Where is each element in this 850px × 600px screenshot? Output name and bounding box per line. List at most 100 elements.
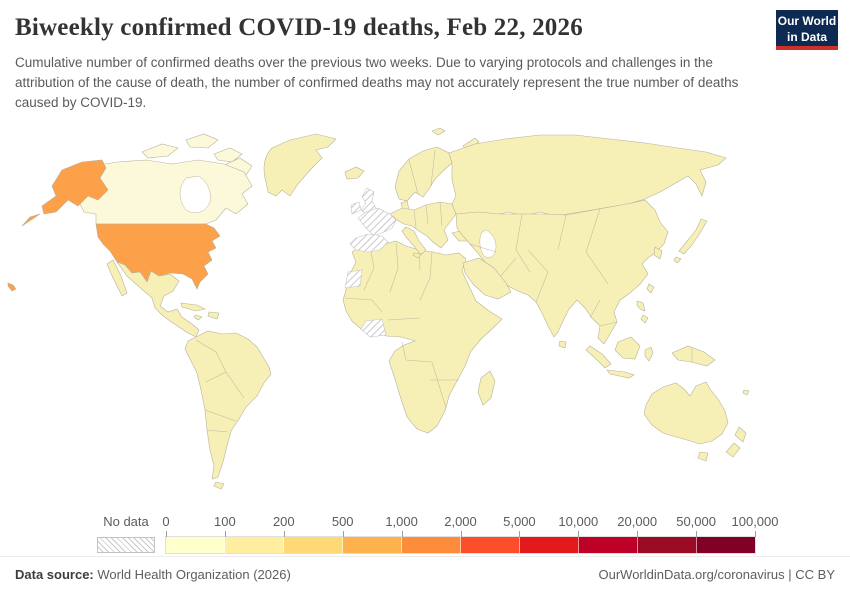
- borders-south-america: [195, 339, 245, 433]
- map-legend: No data 0 100 200 500 1,000 2,000 5,000 10,000 2…: [0, 514, 850, 556]
- country-spain-portugal[interactable]: [349, 233, 389, 253]
- legend-tick-mark: [755, 531, 756, 537]
- legend-tick-mark: [519, 531, 521, 537]
- legend-tick-mark: [460, 531, 462, 537]
- country-fiji[interactable]: [742, 389, 750, 396]
- legend-tick-label: 0: [162, 514, 170, 529]
- country-russia[interactable]: [448, 134, 727, 217]
- borders-asia: [469, 208, 618, 327]
- country-philippines-mindanao[interactable]: [640, 314, 649, 324]
- country-cuba[interactable]: [180, 302, 206, 312]
- country-tasmania[interactable]: [697, 451, 709, 462]
- country-new-guinea[interactable]: [671, 345, 716, 367]
- country-madagascar[interactable]: [477, 370, 496, 406]
- legend-color-segments: [165, 536, 756, 554]
- country-australia[interactable]: [643, 381, 729, 445]
- country-france[interactable]: [357, 207, 397, 237]
- legend-bin-1[interactable]: [225, 537, 284, 553]
- country-arabia[interactable]: [462, 257, 512, 300]
- legend-tick-label: 50,000: [676, 514, 716, 529]
- country-sicily[interactable]: [412, 252, 422, 259]
- legend-no-data: No data: [97, 514, 155, 553]
- data-source: Data source: World Health Organization (…: [15, 567, 291, 582]
- country-italy[interactable]: [401, 226, 427, 256]
- data-source-label: Data source:: [15, 567, 94, 582]
- country-taiwan[interactable]: [646, 283, 655, 294]
- legend-bin-7[interactable]: [579, 537, 638, 553]
- legend-tick-label: 5,000: [503, 514, 536, 529]
- legend-tick-mark: [637, 531, 639, 537]
- legend-tick-label: 100,000: [731, 514, 779, 529]
- country-canada-arctic-2[interactable]: [185, 133, 219, 149]
- no-data-label: No data: [103, 514, 149, 529]
- legend-tick-label: 20,000: [617, 514, 658, 529]
- country-hispaniola[interactable]: [207, 311, 220, 320]
- country-united-states-hawaii[interactable]: [7, 282, 17, 292]
- legend-tick-labels: 0 100 200 500 1,000 2,000 5,000 10,000 20,000 50,…: [162, 514, 778, 531]
- country-south-korea[interactable]: [653, 246, 663, 260]
- no-data-swatch[interactable]: [97, 537, 155, 553]
- legend-tick-label: 10,000: [558, 514, 599, 529]
- legend-tick-label: 100: [214, 514, 236, 529]
- legend-bin-5[interactable]: [461, 537, 520, 553]
- country-canada-arctic-3[interactable]: [213, 147, 243, 163]
- legend-tick-mark: [342, 531, 344, 537]
- country-united-states-alaska[interactable]: [41, 159, 109, 215]
- legend-tick-mark: [696, 531, 698, 537]
- chart-footer: Data source: World Health Organization (…: [0, 556, 850, 582]
- legend-tick-mark: [578, 531, 580, 537]
- legend-bin-0[interactable]: [166, 537, 225, 553]
- country-united-states-aleutians[interactable]: [21, 213, 41, 227]
- region-scandinavia[interactable]: [394, 146, 453, 202]
- legend-tick-label: 200: [272, 514, 295, 529]
- country-japan[interactable]: [678, 218, 708, 255]
- continent-south-america[interactable]: [184, 330, 272, 480]
- legend-bin-8[interactable]: [638, 537, 697, 553]
- country-sumatra[interactable]: [585, 345, 612, 369]
- country-sulawesi[interactable]: [644, 346, 654, 362]
- legend-tick-mark: [283, 531, 285, 537]
- legend-tick-mark: [401, 531, 403, 537]
- country-borneo[interactable]: [614, 336, 641, 360]
- country-japan-kyushu[interactable]: [673, 256, 682, 264]
- country-tierra-del-fuego[interactable]: [213, 481, 225, 490]
- legend-tick-label: 1,000: [385, 514, 418, 529]
- legend-tick-label: 2,000: [444, 514, 477, 529]
- owid-logo[interactable]: Our World in Data: [776, 10, 838, 50]
- country-svalbard[interactable]: [431, 127, 446, 136]
- legend-bin-6[interactable]: [520, 537, 579, 553]
- borders-scandinavia: [408, 149, 436, 195]
- country-java[interactable]: [606, 369, 635, 379]
- page-title: Biweekly confirmed COVID-19 deaths, Feb …: [15, 14, 583, 41]
- country-mexico-baja[interactable]: [106, 259, 128, 297]
- borders-africa: [344, 242, 459, 409]
- legend-bin-3[interactable]: [343, 537, 402, 553]
- legend-tick-mark: [166, 531, 167, 537]
- country-philippines-luzon[interactable]: [636, 300, 646, 312]
- country-greenland[interactable]: [263, 133, 337, 197]
- attribution-link[interactable]: OurWorldinData.org/coronavirus | CC BY: [598, 567, 835, 582]
- borders-europe: [413, 201, 443, 229]
- country-new-zealand-south[interactable]: [725, 442, 741, 458]
- data-source-text: World Health Organization (2026): [93, 567, 291, 582]
- country-mexico-central-america[interactable]: [116, 261, 200, 338]
- region-central-europe[interactable]: [389, 201, 457, 249]
- country-ireland[interactable]: [350, 201, 362, 215]
- hudson-bay: [179, 175, 211, 213]
- country-iceland[interactable]: [344, 166, 365, 180]
- country-new-zealand-north[interactable]: [734, 426, 747, 443]
- country-sri-lanka[interactable]: [558, 340, 567, 349]
- legend-bin-9[interactable]: [697, 537, 755, 553]
- legend-bin-2[interactable]: [284, 537, 343, 553]
- legend-bin-4[interactable]: [402, 537, 461, 553]
- legend-tick-mark: [224, 531, 226, 537]
- owid-logo-line2: in Data: [786, 29, 827, 44]
- country-jamaica[interactable]: [193, 314, 203, 321]
- country-western-sahara[interactable]: [344, 269, 363, 289]
- country-cote-divoire[interactable]: [360, 318, 387, 338]
- country-canada-arctic-1[interactable]: [141, 143, 179, 159]
- legend-tick-label: 500: [331, 514, 354, 529]
- chart-subtitle: Cumulative number of confirmed deaths ov…: [15, 55, 739, 110]
- legend-color-bar: 0 100 200 500 1,000 2,000 5,000 10,000 20,000 50,…: [162, 514, 779, 554]
